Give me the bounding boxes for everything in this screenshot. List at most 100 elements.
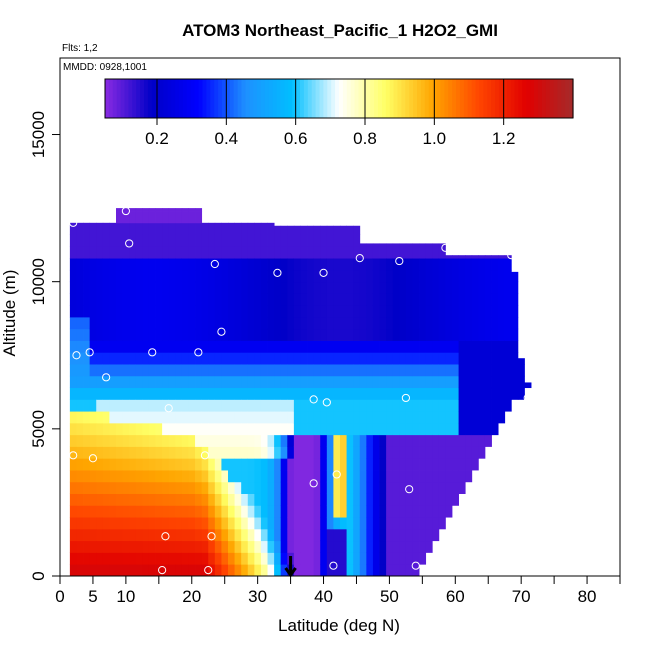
heatmap-cell <box>102 364 110 377</box>
heatmap-cell <box>116 352 123 365</box>
heatmap-cell <box>320 458 328 471</box>
heatmap-cell <box>300 434 308 447</box>
observation-point <box>161 532 170 541</box>
heatmap-cell <box>135 481 143 494</box>
heatmap-cell <box>438 352 446 365</box>
heatmap-cell <box>208 446 216 459</box>
heatmap-cell <box>181 528 189 542</box>
heatmap-cell <box>221 340 229 353</box>
heatmap-cell <box>386 434 394 447</box>
heatmap-cell <box>425 517 433 530</box>
heatmap-cell <box>260 222 268 235</box>
heatmap-cell <box>353 470 361 483</box>
heatmap-cell <box>353 328 361 341</box>
heatmap-cell <box>214 517 222 530</box>
heatmap-cell <box>307 434 315 447</box>
heatmap-cell <box>142 552 150 565</box>
y-tick-label: 15000 <box>29 111 48 158</box>
heatmap-cell <box>162 470 170 483</box>
colorbar-tick-label: 1.2 <box>492 129 516 148</box>
heatmap-cell <box>452 281 459 294</box>
heatmap-cell <box>195 246 203 259</box>
heatmap-cell <box>83 234 91 247</box>
heatmap-cell <box>201 493 209 506</box>
heatmap-cell <box>148 564 156 576</box>
heatmap-cell <box>438 243 446 247</box>
heatmap-cell <box>175 340 183 353</box>
heatmap-cell <box>76 552 84 565</box>
x-tick-label: 0 <box>55 587 64 606</box>
heatmap-cell <box>162 317 170 330</box>
heatmap-cell <box>333 470 341 483</box>
heatmap-cell <box>175 211 183 224</box>
heatmap-cell <box>221 540 229 553</box>
heatmap-cell <box>484 411 492 424</box>
heatmap-cell <box>83 422 91 436</box>
heatmap-cell <box>221 434 229 447</box>
heatmap-cell <box>267 246 275 259</box>
heatmap-cell <box>155 246 163 259</box>
heatmap-cell <box>142 364 150 377</box>
latitude-marker-arrowhead <box>284 567 297 578</box>
heatmap-cell <box>247 269 255 283</box>
heatmap-cell <box>122 211 130 224</box>
heatmap-cell <box>102 564 110 576</box>
colorbar-swatch <box>424 79 430 118</box>
heatmap-cell <box>366 364 374 377</box>
heatmap-cell <box>340 387 347 400</box>
heatmap-cell <box>452 387 459 400</box>
heatmap-cell <box>208 493 216 506</box>
heatmap-cell <box>280 340 288 353</box>
heatmap-cell <box>326 234 334 247</box>
heatmap-cell <box>274 470 282 483</box>
heatmap-cell <box>346 305 354 318</box>
heatmap-cell <box>517 364 525 377</box>
heatmap-cell <box>313 540 321 553</box>
heatmap-cell <box>425 293 433 306</box>
heatmap-cell <box>102 399 110 412</box>
heatmap-cell <box>405 352 413 365</box>
heatmap-cell <box>458 340 466 353</box>
heatmap-cell <box>320 317 328 330</box>
heatmap-cell <box>76 387 84 400</box>
heatmap-cell <box>353 564 361 576</box>
heatmap-cell <box>432 293 440 306</box>
heatmap-cell <box>195 399 203 412</box>
heatmap-cell <box>438 434 446 447</box>
heatmap-cell <box>432 411 440 424</box>
heatmap-cell <box>234 517 242 530</box>
heatmap-cell <box>181 434 189 447</box>
heatmap-cell <box>300 446 308 459</box>
heatmap-cell <box>175 258 183 271</box>
heatmap-cell <box>247 552 255 565</box>
heatmap-cell <box>142 281 150 294</box>
heatmap-cell <box>148 434 156 447</box>
colorbar-swatch <box>381 79 387 118</box>
heatmap-cell <box>465 293 473 306</box>
heatmap-cell <box>412 399 420 412</box>
heatmap-cell <box>372 293 380 306</box>
heatmap-cell <box>478 399 486 412</box>
heatmap-cell <box>366 258 374 271</box>
observation-point <box>204 566 213 575</box>
heatmap-cell <box>102 434 110 447</box>
heatmap-cell <box>340 517 347 530</box>
heatmap-cell <box>102 234 110 247</box>
heatmap-cell <box>498 269 506 283</box>
heatmap-cell <box>458 317 466 330</box>
heatmap-cell <box>175 317 183 330</box>
heatmap-cell <box>195 411 203 424</box>
heatmap-cell <box>260 493 268 506</box>
heatmap-cell <box>372 552 380 565</box>
heatmap-cell <box>260 528 268 542</box>
heatmap-cell <box>69 352 77 365</box>
heatmap-cell <box>412 340 420 353</box>
heatmap-cell <box>386 293 394 306</box>
colorbar-swatch <box>565 79 570 118</box>
heatmap-cell <box>366 411 374 424</box>
heatmap-cell <box>234 528 242 542</box>
heatmap-cell <box>168 552 176 565</box>
heatmap-cell <box>109 269 117 283</box>
heatmap-cell <box>228 411 235 424</box>
heatmap-cell <box>221 528 229 542</box>
